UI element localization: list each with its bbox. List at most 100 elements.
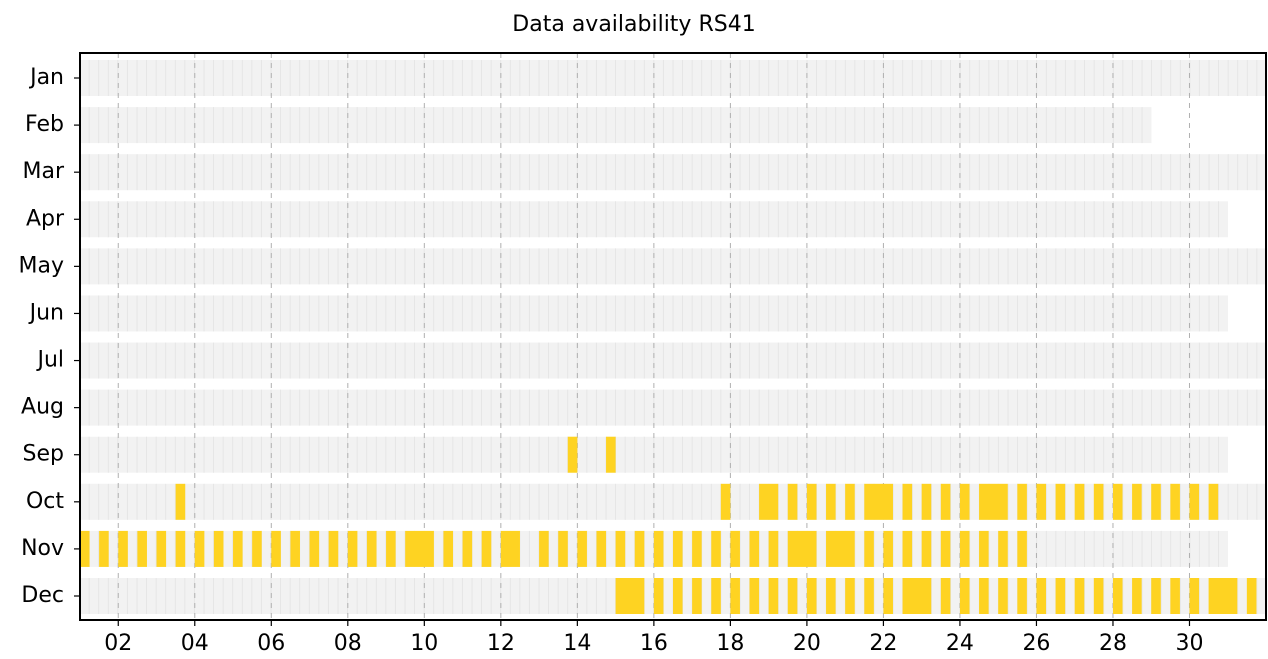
- available-segment: [1151, 578, 1161, 614]
- available-segment: [194, 530, 205, 567]
- available-segment: [940, 483, 951, 520]
- available-segment: [921, 483, 932, 520]
- available-segment: [615, 530, 626, 567]
- available-segment: [1189, 483, 1200, 520]
- available-segment: [1093, 578, 1104, 614]
- available-segment: [902, 530, 913, 567]
- y-tick-label: Oct: [26, 489, 64, 514]
- available-segment: [1189, 578, 1200, 614]
- available-segment: [787, 530, 817, 567]
- available-segment: [759, 483, 779, 520]
- available-segment: [826, 483, 836, 520]
- x-tick-label: 22: [869, 631, 897, 656]
- available-segment: [720, 483, 731, 520]
- y-tick-label: Jan: [28, 65, 64, 90]
- available-segment: [309, 530, 320, 567]
- available-segment: [1112, 483, 1123, 520]
- available-segment: [845, 578, 855, 614]
- y-tick-label: Apr: [26, 206, 65, 231]
- available-segment: [233, 530, 243, 567]
- x-tick-label: 14: [563, 631, 591, 656]
- available-segment: [749, 578, 760, 614]
- x-tick-label: 04: [181, 631, 209, 656]
- available-segment: [1074, 578, 1085, 614]
- slot-stripes: [80, 342, 1266, 379]
- available-segment: [271, 530, 281, 567]
- slot-stripes: [80, 107, 1152, 144]
- y-tick-label: Aug: [21, 395, 64, 420]
- available-segment: [998, 578, 1008, 614]
- available-segment: [1208, 483, 1219, 520]
- available-segment: [577, 530, 587, 567]
- available-segment: [673, 578, 683, 614]
- slot-stripes: [80, 60, 1266, 96]
- slot-stripes: [80, 154, 1266, 191]
- x-tick-label: 06: [257, 631, 285, 656]
- available-segment: [99, 530, 109, 567]
- chart-title: Data availability RS41: [512, 12, 755, 37]
- y-tick-label: Jun: [28, 300, 64, 325]
- y-tick-label: Jul: [35, 348, 64, 373]
- available-segment: [290, 530, 300, 567]
- available-segment: [711, 530, 721, 567]
- available-segment: [940, 578, 951, 614]
- plot-frame: [79, 52, 1267, 621]
- y-tick-label: Feb: [25, 112, 64, 137]
- available-segment: [864, 578, 874, 614]
- x-tick-label: 10: [410, 631, 438, 656]
- available-segment: [673, 530, 683, 567]
- available-segment: [1017, 578, 1027, 614]
- y-tick-label: Sep: [23, 442, 64, 467]
- available-segment: [921, 530, 932, 567]
- available-segment: [634, 530, 645, 567]
- available-segment: [156, 530, 167, 567]
- available-segment: [213, 530, 224, 567]
- x-tick-label: 28: [1099, 631, 1127, 656]
- y-tick-label: Dec: [21, 583, 64, 608]
- x-tick-label: 24: [946, 631, 974, 656]
- available-segment: [1170, 578, 1180, 614]
- available-segment: [826, 578, 836, 614]
- available-segment: [1036, 578, 1047, 614]
- available-segment: [1036, 483, 1047, 520]
- available-segment: [175, 483, 186, 520]
- available-segment: [826, 530, 855, 567]
- available-segment: [979, 530, 989, 567]
- available-segment: [606, 436, 616, 473]
- available-segment: [692, 530, 702, 567]
- available-segment: [1170, 483, 1180, 520]
- available-segment: [80, 530, 90, 567]
- available-segment: [175, 530, 186, 567]
- available-segment: [787, 483, 798, 520]
- available-segment: [596, 530, 607, 567]
- available-segment: [1151, 483, 1161, 520]
- available-segment: [328, 530, 339, 567]
- available-segment: [692, 578, 702, 614]
- available-segment: [653, 530, 664, 567]
- available-segment: [347, 530, 358, 567]
- available-segment: [615, 578, 645, 614]
- available-segment: [864, 530, 874, 567]
- available-segment: [979, 578, 989, 614]
- available-segment: [730, 578, 740, 614]
- available-segment: [998, 530, 1008, 567]
- available-segment: [806, 578, 817, 614]
- available-segment: [462, 530, 473, 567]
- available-segment: [940, 530, 951, 567]
- slot-stripes: [80, 483, 1266, 520]
- available-segment: [500, 530, 520, 567]
- available-segment: [1055, 483, 1066, 520]
- available-segment: [1017, 530, 1027, 567]
- available-segment: [768, 530, 779, 567]
- slot-stripes: [80, 389, 1266, 426]
- available-segment: [1132, 578, 1142, 614]
- available-segment: [730, 530, 740, 567]
- available-segment: [481, 530, 492, 567]
- available-segment: [902, 578, 932, 614]
- available-segment: [558, 530, 568, 567]
- available-segment: [1074, 483, 1085, 520]
- available-segment: [386, 530, 396, 567]
- available-segment: [1093, 483, 1104, 520]
- available-segment: [959, 578, 970, 614]
